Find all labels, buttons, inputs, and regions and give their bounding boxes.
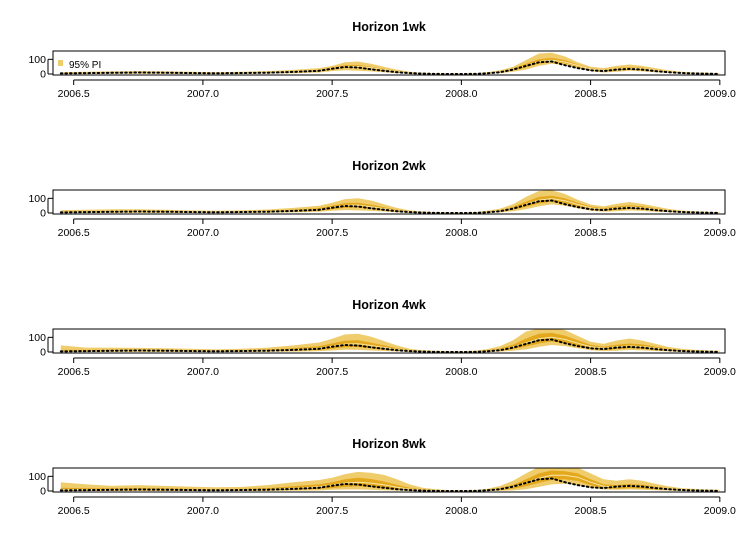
x-tick-label: 2008.5 xyxy=(575,88,607,100)
x-tick-label: 2009.0 xyxy=(704,88,736,100)
x-tick-label: 2008.5 xyxy=(575,366,607,378)
y-tick-label: 100 xyxy=(28,193,46,205)
y-tick-label: 0 xyxy=(40,486,46,498)
x-tick-label: 2009.0 xyxy=(704,227,736,239)
x-tick-label: 2007.5 xyxy=(316,88,348,100)
plot-area xyxy=(59,190,721,214)
pi95-band xyxy=(60,190,720,213)
chart-title: Horizon 4wk xyxy=(352,298,426,312)
legend-swatch-pi95 xyxy=(58,60,63,66)
x-tick-label: 2008.0 xyxy=(445,505,477,517)
observed-series xyxy=(59,199,721,214)
x-tick-label: 2009.0 xyxy=(704,366,736,378)
observed-series xyxy=(59,477,721,492)
x-tick-label: 2006.5 xyxy=(58,88,90,100)
x-tick-label: 2006.5 xyxy=(58,366,90,378)
chart-title: Horizon 2wk xyxy=(352,159,426,173)
plot-box xyxy=(52,467,726,493)
x-tick-label: 2007.0 xyxy=(187,227,219,239)
x-tick-label: 2008.0 xyxy=(445,366,477,378)
x-tick-label: 2006.5 xyxy=(58,505,90,517)
plot-box xyxy=(52,50,726,76)
chart-title: Horizon 1wk xyxy=(352,20,426,34)
pi50-band xyxy=(60,195,720,213)
x-tick-label: 2008.5 xyxy=(575,505,607,517)
chart-title: Horizon 8wk xyxy=(352,437,426,451)
observed-series xyxy=(59,338,721,353)
plot-box xyxy=(52,328,726,354)
pi95-band xyxy=(60,52,720,74)
y-tick-label: 100 xyxy=(28,54,46,66)
plot-box xyxy=(52,189,726,215)
x-tick-label: 2007.0 xyxy=(187,366,219,378)
x-tick-label: 2008.5 xyxy=(575,227,607,239)
legend-label: 95% PI xyxy=(69,60,101,71)
y-tick-label: 0 xyxy=(40,347,46,359)
x-tick-label: 2007.5 xyxy=(316,366,348,378)
x-tick-label: 2007.0 xyxy=(187,88,219,100)
y-tick-label: 0 xyxy=(40,208,46,220)
plot-area xyxy=(59,52,721,75)
x-tick-label: 2008.0 xyxy=(445,88,477,100)
y-tick-label: 100 xyxy=(28,471,46,483)
plot-area xyxy=(59,329,721,353)
x-tick-label: 2008.0 xyxy=(445,227,477,239)
x-tick-label: 2007.0 xyxy=(187,505,219,517)
observed-series xyxy=(59,60,721,75)
x-tick-label: 2007.5 xyxy=(316,505,348,517)
x-tick-label: 2006.5 xyxy=(58,227,90,239)
y-tick-label: 100 xyxy=(28,332,46,344)
x-tick-label: 2007.5 xyxy=(316,227,348,239)
x-tick-label: 2009.0 xyxy=(704,505,736,517)
plot-area xyxy=(59,468,721,492)
y-tick-label: 0 xyxy=(40,69,46,81)
